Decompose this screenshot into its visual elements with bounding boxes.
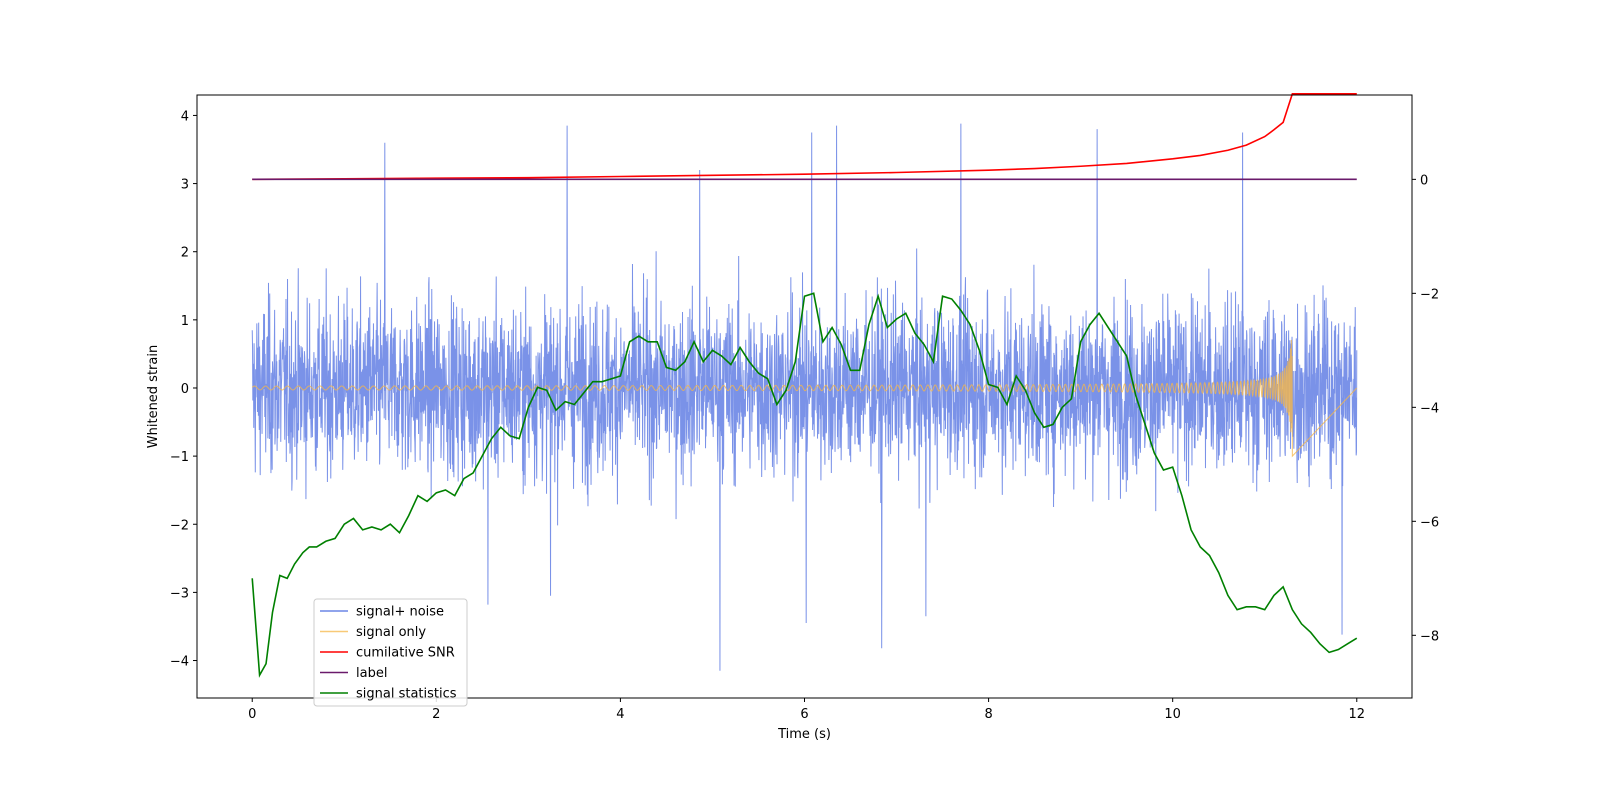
plot-area — [251, 93, 1358, 678]
y2-tick-label: −8 — [1420, 629, 1439, 644]
right-axis-series-layer — [251, 93, 1358, 678]
y-tick-label: 4 — [181, 109, 189, 124]
y2-tick-label: −6 — [1420, 515, 1439, 530]
legend-label: label — [356, 666, 387, 681]
y-tick-label: 3 — [181, 178, 189, 193]
legend-label: signal statistics — [356, 687, 457, 702]
y-tick-label: −2 — [170, 518, 189, 533]
y-axis-right: −8 −6 −4 −2 0 — [1412, 173, 1439, 644]
legend-label: signal only — [356, 625, 426, 640]
y-tick-label: 0 — [181, 382, 189, 397]
x-axis-title: Time (s) — [777, 727, 831, 742]
x-tick-label: 4 — [616, 707, 624, 722]
y2-tick-label: −4 — [1420, 401, 1439, 416]
x-tick-label: 2 — [432, 707, 440, 722]
x-tick-label: 8 — [984, 707, 992, 722]
legend: signal+ noise signal only cumilative SNR la… — [313, 598, 468, 707]
noise-layer — [251, 123, 1358, 671]
legend-box — [313, 598, 468, 707]
y-axis-title: Whitened strain — [146, 345, 161, 448]
series-line — [251, 292, 1358, 678]
x-tick-label: 0 — [248, 707, 256, 722]
y2-tick-label: 0 — [1420, 173, 1428, 188]
y-tick-label: −3 — [170, 586, 189, 601]
x-axis: 0 2 4 6 8 10 12 — [248, 698, 1365, 722]
series-line — [251, 123, 1358, 671]
y-tick-label: −4 — [170, 655, 189, 670]
legend-label: cumilative SNR — [356, 646, 455, 661]
y-tick-label: 1 — [181, 314, 189, 329]
x-tick-label: 12 — [1348, 707, 1365, 722]
x-tick-label: 10 — [1164, 707, 1181, 722]
x-tick-label: 6 — [800, 707, 808, 722]
y2-tick-label: −2 — [1420, 287, 1439, 302]
series-line — [252, 93, 1357, 181]
y-tick-label: 2 — [181, 246, 189, 261]
legend-label: signal+ noise — [356, 605, 444, 620]
y-tick-label: −1 — [170, 450, 189, 465]
y-axis-left: −4 −3 −2 −1 0 1 2 3 4 — [170, 109, 197, 670]
